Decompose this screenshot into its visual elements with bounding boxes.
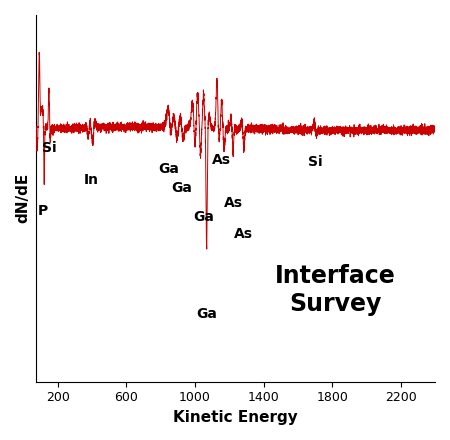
Text: Ga: Ga — [171, 181, 192, 195]
Text: As: As — [212, 153, 231, 166]
Text: Interface
Survey: Interface Survey — [275, 264, 396, 316]
Text: Ga: Ga — [196, 307, 217, 321]
Text: Ga: Ga — [193, 210, 214, 224]
Text: P: P — [38, 204, 49, 218]
Text: As: As — [224, 196, 243, 210]
Text: Si: Si — [308, 155, 322, 169]
Text: As: As — [234, 227, 253, 241]
Y-axis label: dN/dE: dN/dE — [15, 173, 30, 224]
Text: In: In — [84, 173, 99, 187]
Text: Si: Si — [41, 141, 56, 155]
X-axis label: Kinetic Energy: Kinetic Energy — [173, 410, 297, 425]
Text: Ga: Ga — [158, 161, 179, 176]
